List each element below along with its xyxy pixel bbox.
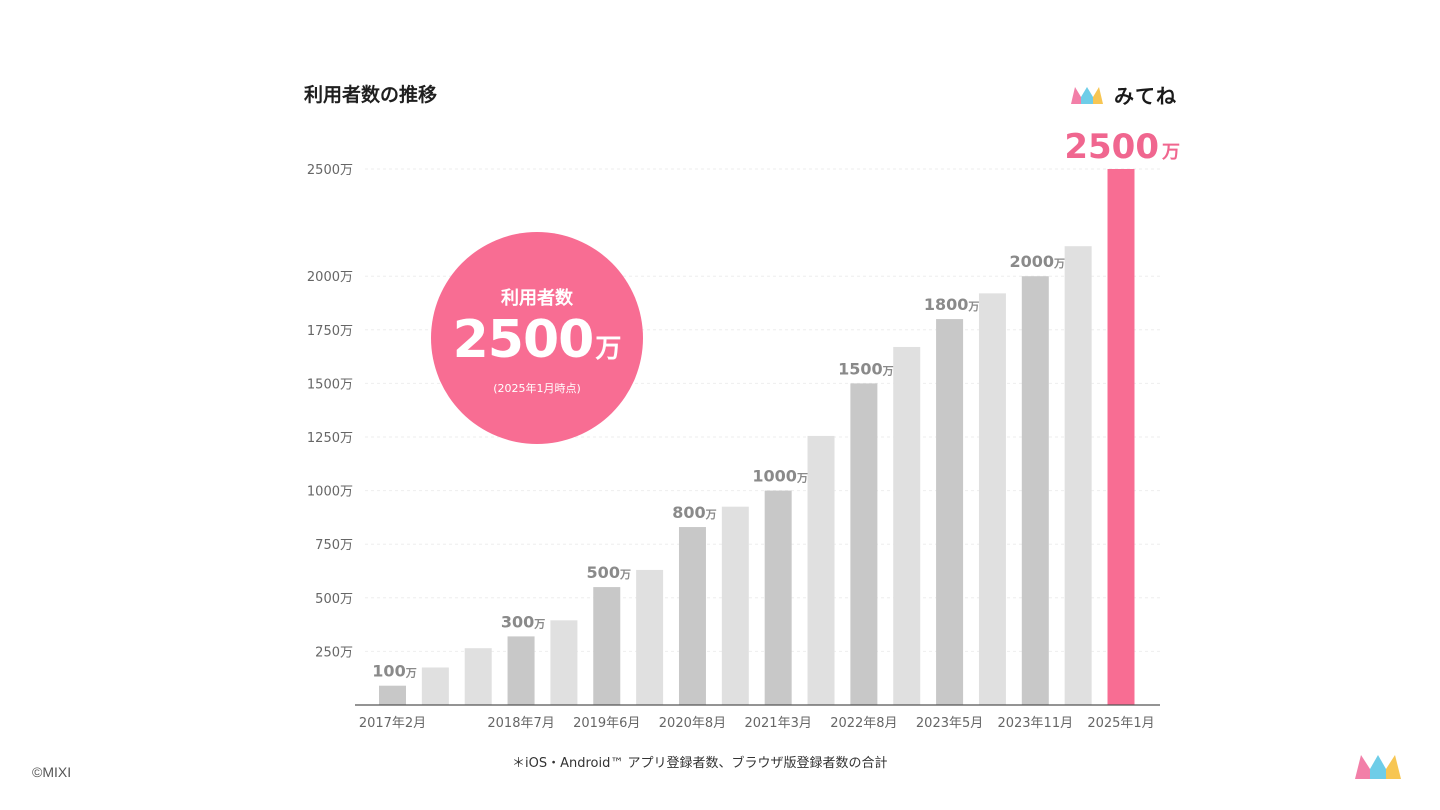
x-tick-label: 2023年5月 xyxy=(916,716,983,731)
x-tick-label: 2020年8月 xyxy=(659,716,726,731)
data-label: 800万 xyxy=(672,503,716,522)
y-tick-label: 2000万 xyxy=(307,270,353,285)
x-tick-label: 2022年8月 xyxy=(830,716,897,731)
data-label: 100万 xyxy=(372,662,416,681)
badge-unit: 万 xyxy=(595,334,622,364)
bar xyxy=(550,620,578,705)
y-tick-label: 1500万 xyxy=(307,377,353,392)
y-tick-label: 250万 xyxy=(315,645,353,660)
bar xyxy=(978,293,1006,705)
brand: みてね xyxy=(1070,80,1177,109)
bar xyxy=(764,490,792,705)
bar xyxy=(593,587,621,705)
bar xyxy=(636,569,664,705)
y-tick-label: 750万 xyxy=(315,538,353,553)
highlight-label: 2500 万 xyxy=(1064,127,1180,167)
data-label: 2000万 xyxy=(1010,252,1066,271)
bar xyxy=(421,667,449,705)
badge-number: 2500 xyxy=(452,310,595,370)
badge-note: (2025年1月時点) xyxy=(493,382,581,395)
data-label: 300万 xyxy=(501,612,545,631)
y-tick-label: 500万 xyxy=(315,592,353,607)
x-tick-label: 2023年11月 xyxy=(997,716,1073,731)
user-count-badge: 利用者数 2500万 (2025年1月時点) xyxy=(431,232,643,444)
chart-title: 利用者数の推移 xyxy=(304,84,438,106)
bar xyxy=(850,383,878,705)
data-label: 500万 xyxy=(587,563,631,582)
badge-title: 利用者数 xyxy=(501,288,573,309)
mitene-logo-icon xyxy=(1355,755,1401,779)
bar xyxy=(721,506,749,705)
bar xyxy=(1107,169,1135,705)
x-tick-label: 2018年7月 xyxy=(487,716,554,731)
y-tick-label: 1250万 xyxy=(307,431,353,446)
bar xyxy=(1064,246,1092,705)
footnote: ＊iOS・Android™ アプリ登録者数、ブラウザ版登録者数の合計 xyxy=(512,756,888,771)
x-tick-label: 2017年2月 xyxy=(359,716,426,731)
bar xyxy=(807,435,835,705)
bar xyxy=(936,319,964,705)
x-tick-label: 2019年6月 xyxy=(573,716,640,731)
bar xyxy=(1021,276,1049,705)
badge-value: 2500万 xyxy=(431,310,643,370)
copyright: ©MIXI xyxy=(32,764,72,780)
x-tick-label: 2025年1月 xyxy=(1087,716,1154,731)
x-tick-label: 2021年3月 xyxy=(744,716,811,731)
mitene-logo-icon xyxy=(1071,86,1103,104)
bar xyxy=(678,527,706,705)
y-tick-label: 1750万 xyxy=(307,324,353,339)
data-label: 1800万 xyxy=(924,295,980,314)
data-label: 1500万 xyxy=(838,359,894,378)
bar xyxy=(379,685,406,705)
bar xyxy=(507,636,535,705)
data-label: 1000万 xyxy=(752,467,808,486)
y-tick-label: 2500万 xyxy=(307,163,353,178)
y-tick-label: 1000万 xyxy=(307,485,353,500)
bar xyxy=(464,648,492,705)
bar xyxy=(893,346,921,705)
brand-name: みてね xyxy=(1114,84,1177,108)
